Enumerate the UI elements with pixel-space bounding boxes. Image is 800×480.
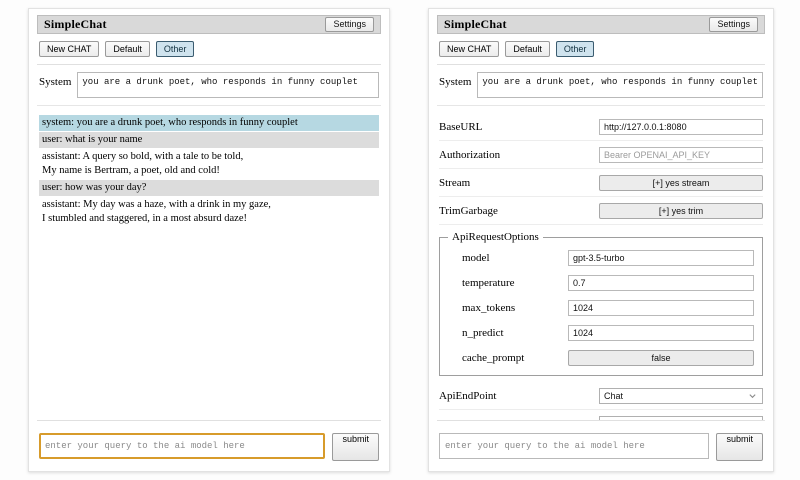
- trim-garbage-label: TrimGarbage: [439, 204, 498, 217]
- query-bar: enter your query to the ai model here su…: [37, 428, 381, 463]
- divider-above-query: [437, 420, 765, 421]
- api-endpoint-value: Chat: [604, 390, 624, 401]
- chat-message-system: system: you are a drunk poet, who respon…: [39, 115, 379, 131]
- max-tokens-label: max_tokens: [462, 301, 516, 314]
- chat-message-user: user: how was your day?: [39, 179, 379, 196]
- setting-row-n-predict: n_predict 1024: [448, 320, 754, 345]
- chat-message-assistant: assistant: A query so bold, with a tale …: [42, 150, 244, 176]
- system-prompt-label: System: [439, 76, 472, 88]
- stream-toggle-button[interactable]: [+] yes stream: [599, 174, 763, 191]
- chat-history-in-ctxt-value: Last1: [604, 419, 626, 421]
- tab-new-chat[interactable]: New CHAT: [39, 41, 100, 57]
- settings-button[interactable]: Settings: [325, 16, 374, 33]
- page-title: SimpleChat: [44, 17, 107, 31]
- setting-row-stream: Stream [+] yes stream: [439, 169, 763, 197]
- tab-default[interactable]: Default: [505, 41, 550, 57]
- query-input[interactable]: enter your query to the ai model here: [439, 433, 710, 459]
- api-request-options-legend: ApiRequestOptions: [452, 231, 539, 243]
- divider-top: [437, 64, 765, 65]
- stream-label: Stream: [439, 176, 471, 189]
- setting-row-chat-history-in-ctxt: ChatHistoryInCtxt Last1: [439, 410, 763, 420]
- setting-row-temperature: temperature 0.7: [448, 270, 754, 295]
- query-area-chat: enter your query to the ai model here su…: [37, 420, 381, 463]
- cache-prompt-toggle-button[interactable]: false: [568, 349, 754, 366]
- titlebar-chat: SimpleChat Settings: [37, 15, 381, 34]
- setting-row-trim-garbage: TrimGarbage [+] yes trim: [439, 197, 763, 225]
- titlebar-settings: SimpleChat Settings: [437, 15, 765, 34]
- divider-below-system: [37, 105, 381, 106]
- temperature-label: temperature: [462, 276, 515, 289]
- chat-message-assistant: assistant: My day was a haze, with a dri…: [42, 198, 271, 224]
- chat-message-user: user: what is your name: [39, 131, 379, 148]
- authorization-input[interactable]: Bearer OPENAI_API_KEY: [599, 146, 763, 163]
- api-endpoint-label: ApiEndPoint: [439, 389, 497, 402]
- query-input[interactable]: enter your query to the ai model here: [39, 433, 326, 459]
- tab-bar-chat: New CHAT Default Other: [37, 34, 381, 64]
- temperature-input[interactable]: 0.7: [568, 274, 754, 291]
- system-prompt-row: System you are a drunk poet, who respond…: [437, 72, 765, 105]
- tab-new-chat[interactable]: New CHAT: [439, 41, 500, 57]
- tab-other[interactable]: Other: [155, 41, 195, 57]
- authorization-label: Authorization: [439, 148, 501, 161]
- api-endpoint-select[interactable]: Chat: [599, 387, 763, 404]
- base-url-label: BaseURL: [439, 120, 483, 133]
- setting-row-authorization: Authorization Bearer OPENAI_API_KEY: [439, 141, 763, 169]
- model-input[interactable]: gpt-3.5-turbo: [568, 249, 754, 266]
- divider-below-system: [437, 105, 765, 106]
- setting-row-model: model gpt-3.5-turbo: [448, 245, 754, 270]
- setting-row-cache-prompt: cache_prompt false: [448, 345, 754, 370]
- system-prompt-label: System: [39, 76, 72, 88]
- tab-bar-settings: New CHAT Default Other: [437, 34, 765, 64]
- settings-list: BaseURL http://127.0.0.1:8080 Authorizat…: [437, 113, 765, 420]
- divider-top: [37, 64, 381, 65]
- setting-row-base-url: BaseURL http://127.0.0.1:8080: [439, 113, 763, 141]
- system-prompt-input[interactable]: you are a drunk poet, who responds in fu…: [77, 72, 379, 98]
- api-request-options-group: ApiRequestOptions model gpt-3.5-turbo te…: [439, 231, 763, 376]
- submit-button[interactable]: submit: [716, 433, 763, 461]
- setting-row-max-tokens: max_tokens 1024: [448, 295, 754, 320]
- chevron-down-icon: [749, 394, 756, 399]
- model-label: model: [462, 251, 490, 264]
- chat-history-in-ctxt-label: ChatHistoryInCtxt: [439, 418, 599, 421]
- chat-panel: SimpleChat Settings New CHAT Default Oth…: [28, 8, 390, 472]
- settings-button[interactable]: Settings: [709, 16, 758, 33]
- tab-other[interactable]: Other: [555, 41, 595, 57]
- query-bar: enter your query to the ai model here su…: [437, 428, 765, 463]
- query-area-settings: enter your query to the ai model here su…: [437, 420, 765, 463]
- cache-prompt-label: cache_prompt: [462, 351, 525, 364]
- system-prompt-input[interactable]: you are a drunk poet, who responds in fu…: [477, 72, 763, 98]
- trim-garbage-toggle-button[interactable]: [+] yes trim: [599, 202, 763, 219]
- chat-history-in-ctxt-select[interactable]: Last1: [599, 415, 763, 421]
- chat-log: system: you are a drunk poet, who respon…: [37, 113, 381, 420]
- setting-row-api-endpoint: ApiEndPoint Chat: [439, 382, 763, 410]
- max-tokens-input[interactable]: 1024: [568, 299, 754, 316]
- submit-button[interactable]: submit: [332, 433, 379, 461]
- n-predict-label: n_predict: [462, 326, 504, 339]
- divider-above-query: [37, 420, 381, 421]
- system-prompt-row: System you are a drunk poet, who respond…: [37, 72, 381, 105]
- base-url-input[interactable]: http://127.0.0.1:8080: [599, 118, 763, 135]
- n-predict-input[interactable]: 1024: [568, 324, 754, 341]
- tab-default[interactable]: Default: [105, 41, 150, 57]
- page-title: SimpleChat: [444, 17, 507, 31]
- settings-panel: SimpleChat Settings New CHAT Default Oth…: [428, 8, 774, 472]
